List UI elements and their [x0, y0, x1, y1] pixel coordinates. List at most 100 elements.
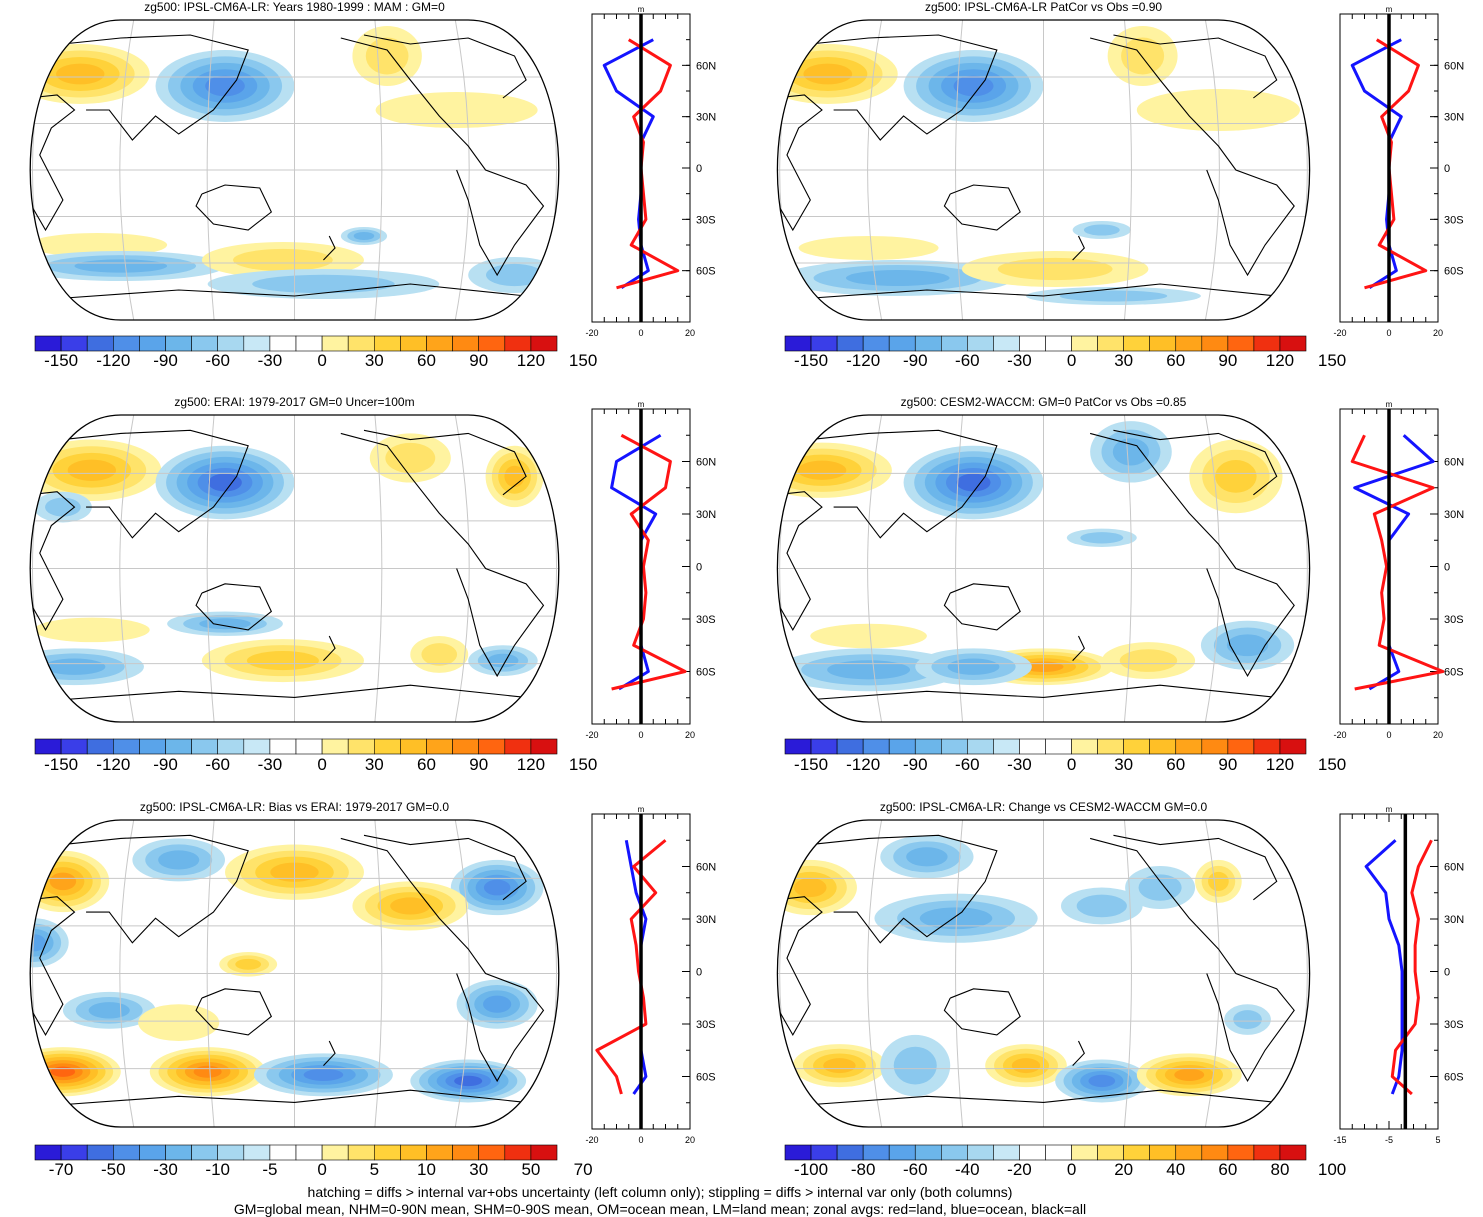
colorbar-swatch [504, 1144, 532, 1161]
zonal-ocean-line [1364, 839, 1404, 1095]
colorbar-label: 150 [569, 351, 597, 370]
colorbar-label: -60 [205, 351, 230, 370]
anomaly-contour [303, 1068, 344, 1081]
anomaly-contour [1059, 290, 1168, 302]
colorbar-swatch [1045, 335, 1072, 352]
zonal-xtick-label: 0 [638, 1135, 643, 1145]
colorbar-label: 50 [521, 1160, 540, 1179]
colorbar-label: 100 [1318, 1160, 1346, 1179]
zonal-land-line [1390, 839, 1433, 1096]
colorbar-swatch [217, 1144, 245, 1161]
anomaly-contour [1083, 224, 1120, 236]
anomaly-contour [1076, 894, 1127, 918]
colorbar: -150 -120 -90 -60 -30 0 30 60 90 120 150 [34, 738, 597, 774]
zonal-xtick-label: 0 [638, 328, 643, 338]
colorbar-swatch [400, 335, 427, 352]
colorbar-swatch [426, 335, 453, 352]
colorbar-swatch [940, 335, 968, 352]
zonal-mean-plot: m 60N 30N 0 30S 60S -20 0 20 [1333, 400, 1464, 740]
lat-tick-label: 30S [1444, 1019, 1464, 1031]
colorbar-label: -120 [96, 351, 130, 370]
colorbar-swatch [1279, 738, 1307, 755]
colorbar-label: 150 [1318, 755, 1346, 774]
lat-tick-label: 60S [1444, 266, 1464, 278]
colorbar-label: 120 [517, 351, 545, 370]
anomaly-contour [1088, 1074, 1116, 1088]
colorbar-swatch [217, 335, 245, 352]
anomaly-contour [827, 660, 911, 680]
colorbar-swatch [967, 335, 994, 352]
panel-title: zg500: ERAI: 1979-2017 GM=0 Uncer=100m [174, 395, 415, 409]
colorbar-label: -150 [794, 755, 828, 774]
lat-tick-label: 30S [1444, 214, 1464, 226]
anomaly-contour [193, 1065, 222, 1078]
colorbar-label: 120 [1266, 351, 1294, 370]
anomaly-contour [1233, 1010, 1262, 1029]
anomaly-contour [158, 850, 200, 870]
anomaly-contour [233, 248, 333, 272]
colorbar-label: -30 [258, 351, 283, 370]
anomaly-contour [1119, 649, 1178, 672]
coastline [30, 34, 545, 300]
colorbar-swatch [862, 335, 890, 352]
zonal-xtick-label: -15 [1333, 1135, 1346, 1145]
zonal-xtick-label: 5 [1435, 1135, 1440, 1145]
panel-title: zg500: IPSL-CM6A-LR: Years 1980-1999 : M… [144, 0, 445, 14]
colorbar-swatch [321, 335, 349, 352]
zonal-xtick-label: 0 [1386, 328, 1391, 338]
colorbar-label: 90 [469, 755, 488, 774]
colorbar-swatch [1175, 335, 1203, 352]
colorbar-swatch [1071, 1144, 1098, 1161]
anomaly-contour [30, 934, 47, 952]
colorbar-swatch [191, 738, 219, 755]
lat-tick-label: 30N [1444, 914, 1464, 926]
colorbar-swatch [1253, 335, 1281, 352]
colorbar-label: -90 [153, 755, 178, 774]
lat-tick-label: 30N [696, 112, 716, 124]
zonal-xtick-label: 20 [685, 730, 695, 740]
colorbar-label: 60 [1166, 755, 1185, 774]
colorbar-swatch [530, 1144, 558, 1161]
colorbar-swatch [34, 1144, 62, 1161]
colorbar-swatch [452, 335, 480, 352]
colorbar-swatch [530, 738, 558, 755]
colorbar-swatch [1227, 1144, 1255, 1161]
anomaly-contour [30, 233, 168, 257]
colorbar-swatch [139, 335, 166, 352]
lat-tick-label: 30N [1444, 112, 1464, 124]
lat-tick-label: 30S [696, 214, 716, 226]
anomaly-contour [375, 92, 538, 128]
map-border [29, 414, 560, 723]
colorbar-label: -60 [205, 755, 230, 774]
colorbar-swatch [1045, 738, 1072, 755]
anomaly-contour [1215, 460, 1257, 493]
colorbar-label: 60 [1218, 1160, 1237, 1179]
colorbar-label: 0 [1067, 755, 1076, 774]
anomaly-contour [1121, 37, 1165, 75]
colorbar-swatch [1175, 1144, 1203, 1161]
colorbar-label: -30 [153, 1160, 178, 1179]
colorbar-swatch [914, 335, 942, 352]
zonal-unit: m [1386, 805, 1393, 814]
zonal-ocean-line [610, 433, 662, 691]
anomaly-contour [906, 847, 948, 867]
colorbar-swatch [1097, 335, 1124, 352]
colorbar: -150 -120 -90 -60 -30 0 30 60 90 120 150 [784, 738, 1346, 774]
colorbar-swatch [165, 1144, 192, 1161]
colorbar-label: -90 [903, 351, 928, 370]
lat-tick-label: 30S [696, 1019, 716, 1031]
colorbar-swatch [1279, 1144, 1307, 1161]
anomaly-contour [483, 879, 511, 896]
colorbar-swatch [86, 738, 114, 755]
colorbar-swatch [1019, 1144, 1046, 1161]
zonal-unit: m [1386, 400, 1393, 409]
anomaly-contour [893, 1046, 937, 1085]
anomaly-contour [794, 877, 827, 898]
colorbar-swatch [321, 738, 349, 755]
zonal-mean-plot: m 60N 30N 0 30S 60S -20 0 20 [585, 5, 716, 338]
colorbar-swatch [504, 335, 532, 352]
anomaly-contour [1080, 532, 1124, 544]
colorbar-swatch [243, 738, 271, 755]
anomaly-contour [1011, 1058, 1041, 1074]
colorbar-swatch [400, 1144, 427, 1161]
